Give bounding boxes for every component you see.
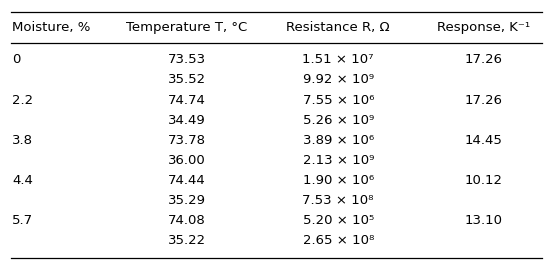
Text: 10.12: 10.12: [465, 174, 503, 187]
Text: 4.4: 4.4: [12, 174, 33, 187]
Text: 2.65 × 10⁸: 2.65 × 10⁸: [302, 234, 374, 247]
Text: 13.10: 13.10: [465, 214, 503, 227]
Text: 73.78: 73.78: [168, 134, 206, 147]
Text: Temperature T, °C: Temperature T, °C: [126, 22, 248, 34]
Text: 17.26: 17.26: [465, 94, 503, 106]
Text: 1.51 × 10⁷: 1.51 × 10⁷: [302, 53, 374, 66]
Text: 2.2: 2.2: [12, 94, 33, 106]
Text: Resistance R, Ω: Resistance R, Ω: [287, 22, 390, 34]
Text: 35.29: 35.29: [168, 194, 206, 207]
Text: 2.13 × 10⁹: 2.13 × 10⁹: [302, 154, 374, 167]
Text: 9.92 × 10⁹: 9.92 × 10⁹: [302, 73, 374, 86]
Text: 74.44: 74.44: [168, 174, 206, 187]
Text: 35.22: 35.22: [168, 234, 206, 247]
Text: 17.26: 17.26: [465, 53, 503, 66]
Text: 5.26 × 10⁹: 5.26 × 10⁹: [302, 114, 374, 127]
Text: Response, K⁻¹: Response, K⁻¹: [437, 22, 531, 34]
Text: 3.89 × 10⁶: 3.89 × 10⁶: [302, 134, 374, 147]
Text: 14.45: 14.45: [465, 134, 503, 147]
Text: 35.52: 35.52: [168, 73, 206, 86]
Text: Moisture, %: Moisture, %: [12, 22, 90, 34]
Text: 5.20 × 10⁵: 5.20 × 10⁵: [302, 214, 374, 227]
Text: 0: 0: [12, 53, 20, 66]
Text: 1.90 × 10⁶: 1.90 × 10⁶: [302, 174, 374, 187]
Text: 7.53 × 10⁸: 7.53 × 10⁸: [302, 194, 374, 207]
Text: 34.49: 34.49: [168, 114, 206, 127]
Text: 5.7: 5.7: [12, 214, 33, 227]
Text: 74.74: 74.74: [168, 94, 206, 106]
Text: 3.8: 3.8: [12, 134, 33, 147]
Text: 73.53: 73.53: [168, 53, 206, 66]
Text: 74.08: 74.08: [168, 214, 206, 227]
Text: 7.55 × 10⁶: 7.55 × 10⁶: [302, 94, 374, 106]
Text: 36.00: 36.00: [168, 154, 206, 167]
